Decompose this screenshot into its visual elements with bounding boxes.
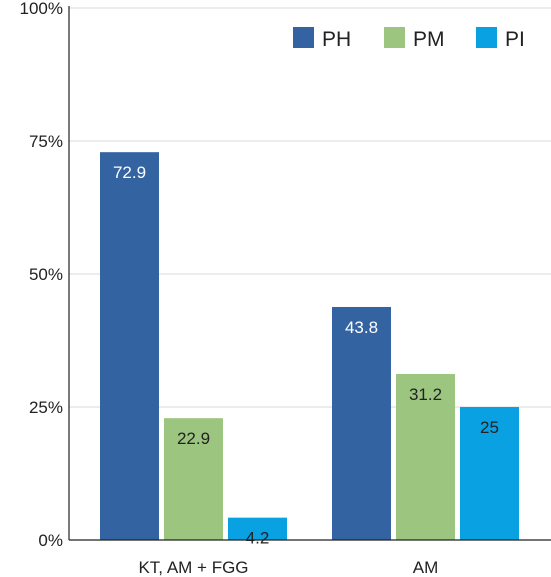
bar-pm-2 — [396, 374, 455, 540]
bars — [100, 152, 519, 540]
data-labels: 72.9 22.9 4.2 43.8 31.2 25 — [113, 163, 499, 547]
category-label: AM — [413, 558, 439, 577]
legend-label-pm: PM — [413, 28, 445, 51]
legend-swatch-ph — [293, 27, 314, 48]
data-label: 4.2 — [246, 529, 270, 548]
data-label: 31.2 — [409, 385, 442, 404]
legend-label-ph: PH — [322, 28, 351, 51]
y-tick-label: 25% — [29, 398, 63, 417]
bar-pm-1 — [164, 418, 223, 540]
bar-pi-2 — [460, 407, 519, 540]
data-label: 72.9 — [113, 163, 146, 182]
data-label: 25 — [480, 418, 499, 437]
y-tick-label: 100% — [20, 0, 63, 18]
y-tick-label: 0% — [38, 531, 63, 550]
y-tick-label: 75% — [29, 132, 63, 151]
legend: PH PM PI — [293, 27, 525, 51]
legend-swatch-pi — [476, 27, 497, 48]
bar-pi-1 — [228, 517, 287, 540]
legend-label-pi: PI — [505, 28, 525, 51]
legend-swatch-pm — [384, 27, 405, 48]
data-label: 43.8 — [345, 318, 378, 337]
y-tick-label: 50% — [29, 265, 63, 284]
bar-ph-2 — [332, 306, 391, 540]
data-label: 22.9 — [177, 429, 210, 448]
category-label: KT, AM + FGG — [138, 558, 248, 577]
axes: 0% 25% 50% 75% 100% KT, AM + FGG AM — [20, 0, 551, 577]
bar-ph-1 — [100, 152, 159, 540]
